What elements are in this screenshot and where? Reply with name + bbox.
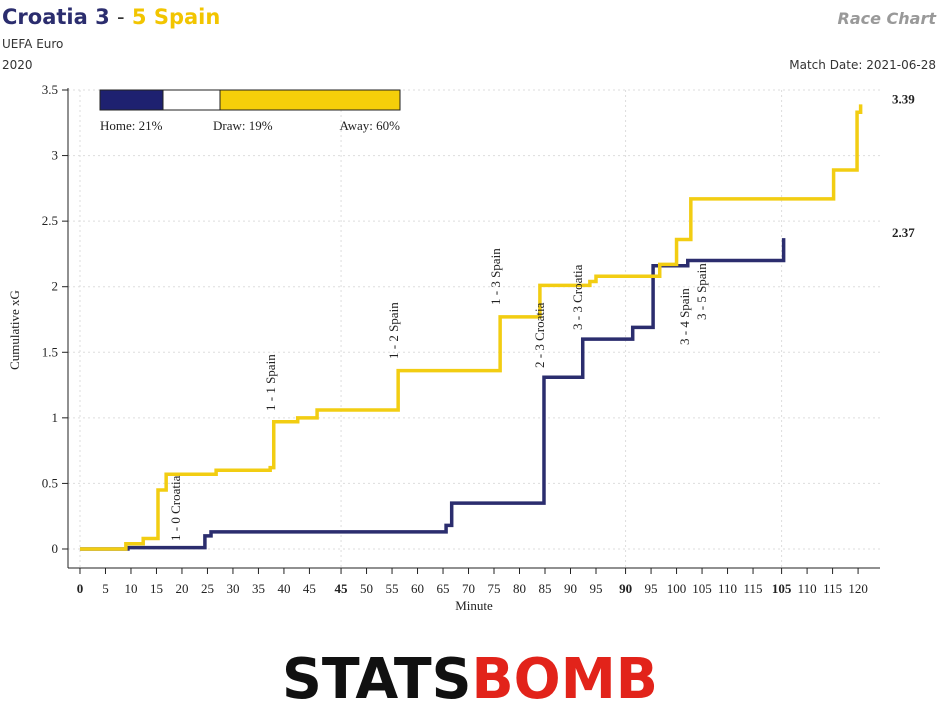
x-tick-label: 50 — [360, 581, 373, 596]
away-title: 5 Spain — [132, 5, 220, 29]
goal-annotation: 3 - 4 Spain — [677, 288, 692, 345]
x-tick-label: 90 — [564, 581, 577, 596]
logo-left: STATS — [282, 647, 471, 712]
goal-annotation: 3 - 3 Croatia — [570, 264, 585, 330]
x-tick-label: 75 — [488, 581, 501, 596]
x-tick-label: 60 — [411, 581, 424, 596]
title-separator: - — [117, 5, 125, 29]
x-tick-label: 110 — [718, 581, 737, 596]
y-tick-label: 1 — [52, 410, 59, 425]
x-tick-label: 110 — [798, 581, 817, 596]
probability-bar — [99, 89, 164, 111]
x-tick-label: 115 — [744, 581, 763, 596]
probability-bar — [219, 89, 401, 111]
y-axis-label: Cumulative xG — [7, 290, 22, 370]
x-tick-label: 0 — [77, 581, 84, 596]
x-tick-label: 100 — [667, 581, 687, 596]
x-tick-label: 45 — [303, 581, 316, 596]
goal-annotation: 3 - 5 Spain — [694, 263, 709, 320]
xg-line — [79, 238, 786, 551]
goal-annotation: 1 - 0 Croatia — [168, 475, 183, 541]
goal-annotation: 1 - 1 Spain — [263, 354, 278, 411]
x-tick-label: 65 — [437, 581, 450, 596]
y-tick-label: 2 — [52, 279, 59, 294]
x-tick-label: 20 — [175, 581, 188, 596]
x-tick-label: 115 — [823, 581, 842, 596]
x-tick-label: 95 — [589, 581, 602, 596]
x-tick-label: 90 — [619, 581, 632, 596]
y-tick-label: 0 — [52, 541, 59, 556]
x-axis-label: Minute — [455, 598, 493, 613]
goal-annotation: 1 - 2 Spain — [386, 302, 401, 359]
x-tick-label: 40 — [277, 581, 290, 596]
x-tick-label: 70 — [462, 581, 475, 596]
y-tick-label: 0.5 — [42, 475, 58, 490]
chart-name: Race Chart — [838, 9, 938, 28]
home-title: Croatia 3 — [2, 5, 110, 29]
y-tick-label: 2.5 — [42, 213, 58, 228]
logo-right: BOMB — [471, 647, 658, 712]
end-label: 2.37 — [892, 225, 915, 240]
probability-label: Home: 21% — [100, 118, 163, 133]
y-tick-label: 3.5 — [42, 82, 58, 97]
probability-label: Draw: 19% — [213, 118, 273, 133]
x-tick-label: 105 — [772, 581, 792, 596]
x-tick-label: 105 — [692, 581, 712, 596]
competition: UEFA Euro — [2, 37, 63, 51]
x-tick-label: 55 — [386, 581, 399, 596]
x-tick-label: 25 — [201, 581, 214, 596]
x-tick-label: 15 — [150, 581, 163, 596]
xg-line — [79, 104, 863, 551]
probability-label: Away: 60% — [339, 118, 400, 133]
y-tick-label: 3 — [52, 148, 59, 163]
goal-annotation: 1 - 3 Spain — [488, 248, 503, 305]
logo: STATSBOMB — [282, 647, 658, 712]
x-tick-label: 10 — [124, 581, 137, 596]
chart-title: Croatia 3 - 5 Spain — [2, 5, 220, 29]
x-tick-label: 5 — [102, 581, 109, 596]
x-tick-label: 45 — [335, 581, 349, 596]
x-tick-label: 30 — [226, 581, 239, 596]
x-tick-label: 35 — [252, 581, 265, 596]
x-tick-label: 95 — [645, 581, 658, 596]
x-tick-label: 120 — [848, 581, 868, 596]
probability-bar — [162, 89, 221, 111]
match-date: Match Date: 2021-06-28 — [789, 58, 936, 72]
goal-annotation: 2 - 3 Croatia — [532, 302, 547, 368]
end-label: 3.39 — [892, 91, 915, 106]
match-date-label: Match Date: — [789, 58, 862, 72]
x-tick-label: 85 — [539, 581, 552, 596]
season: 2020 — [2, 58, 33, 72]
y-tick-label: 1.5 — [42, 344, 58, 359]
x-tick-label: 80 — [513, 581, 526, 596]
match-date-value: 2021-06-28 — [866, 58, 936, 72]
